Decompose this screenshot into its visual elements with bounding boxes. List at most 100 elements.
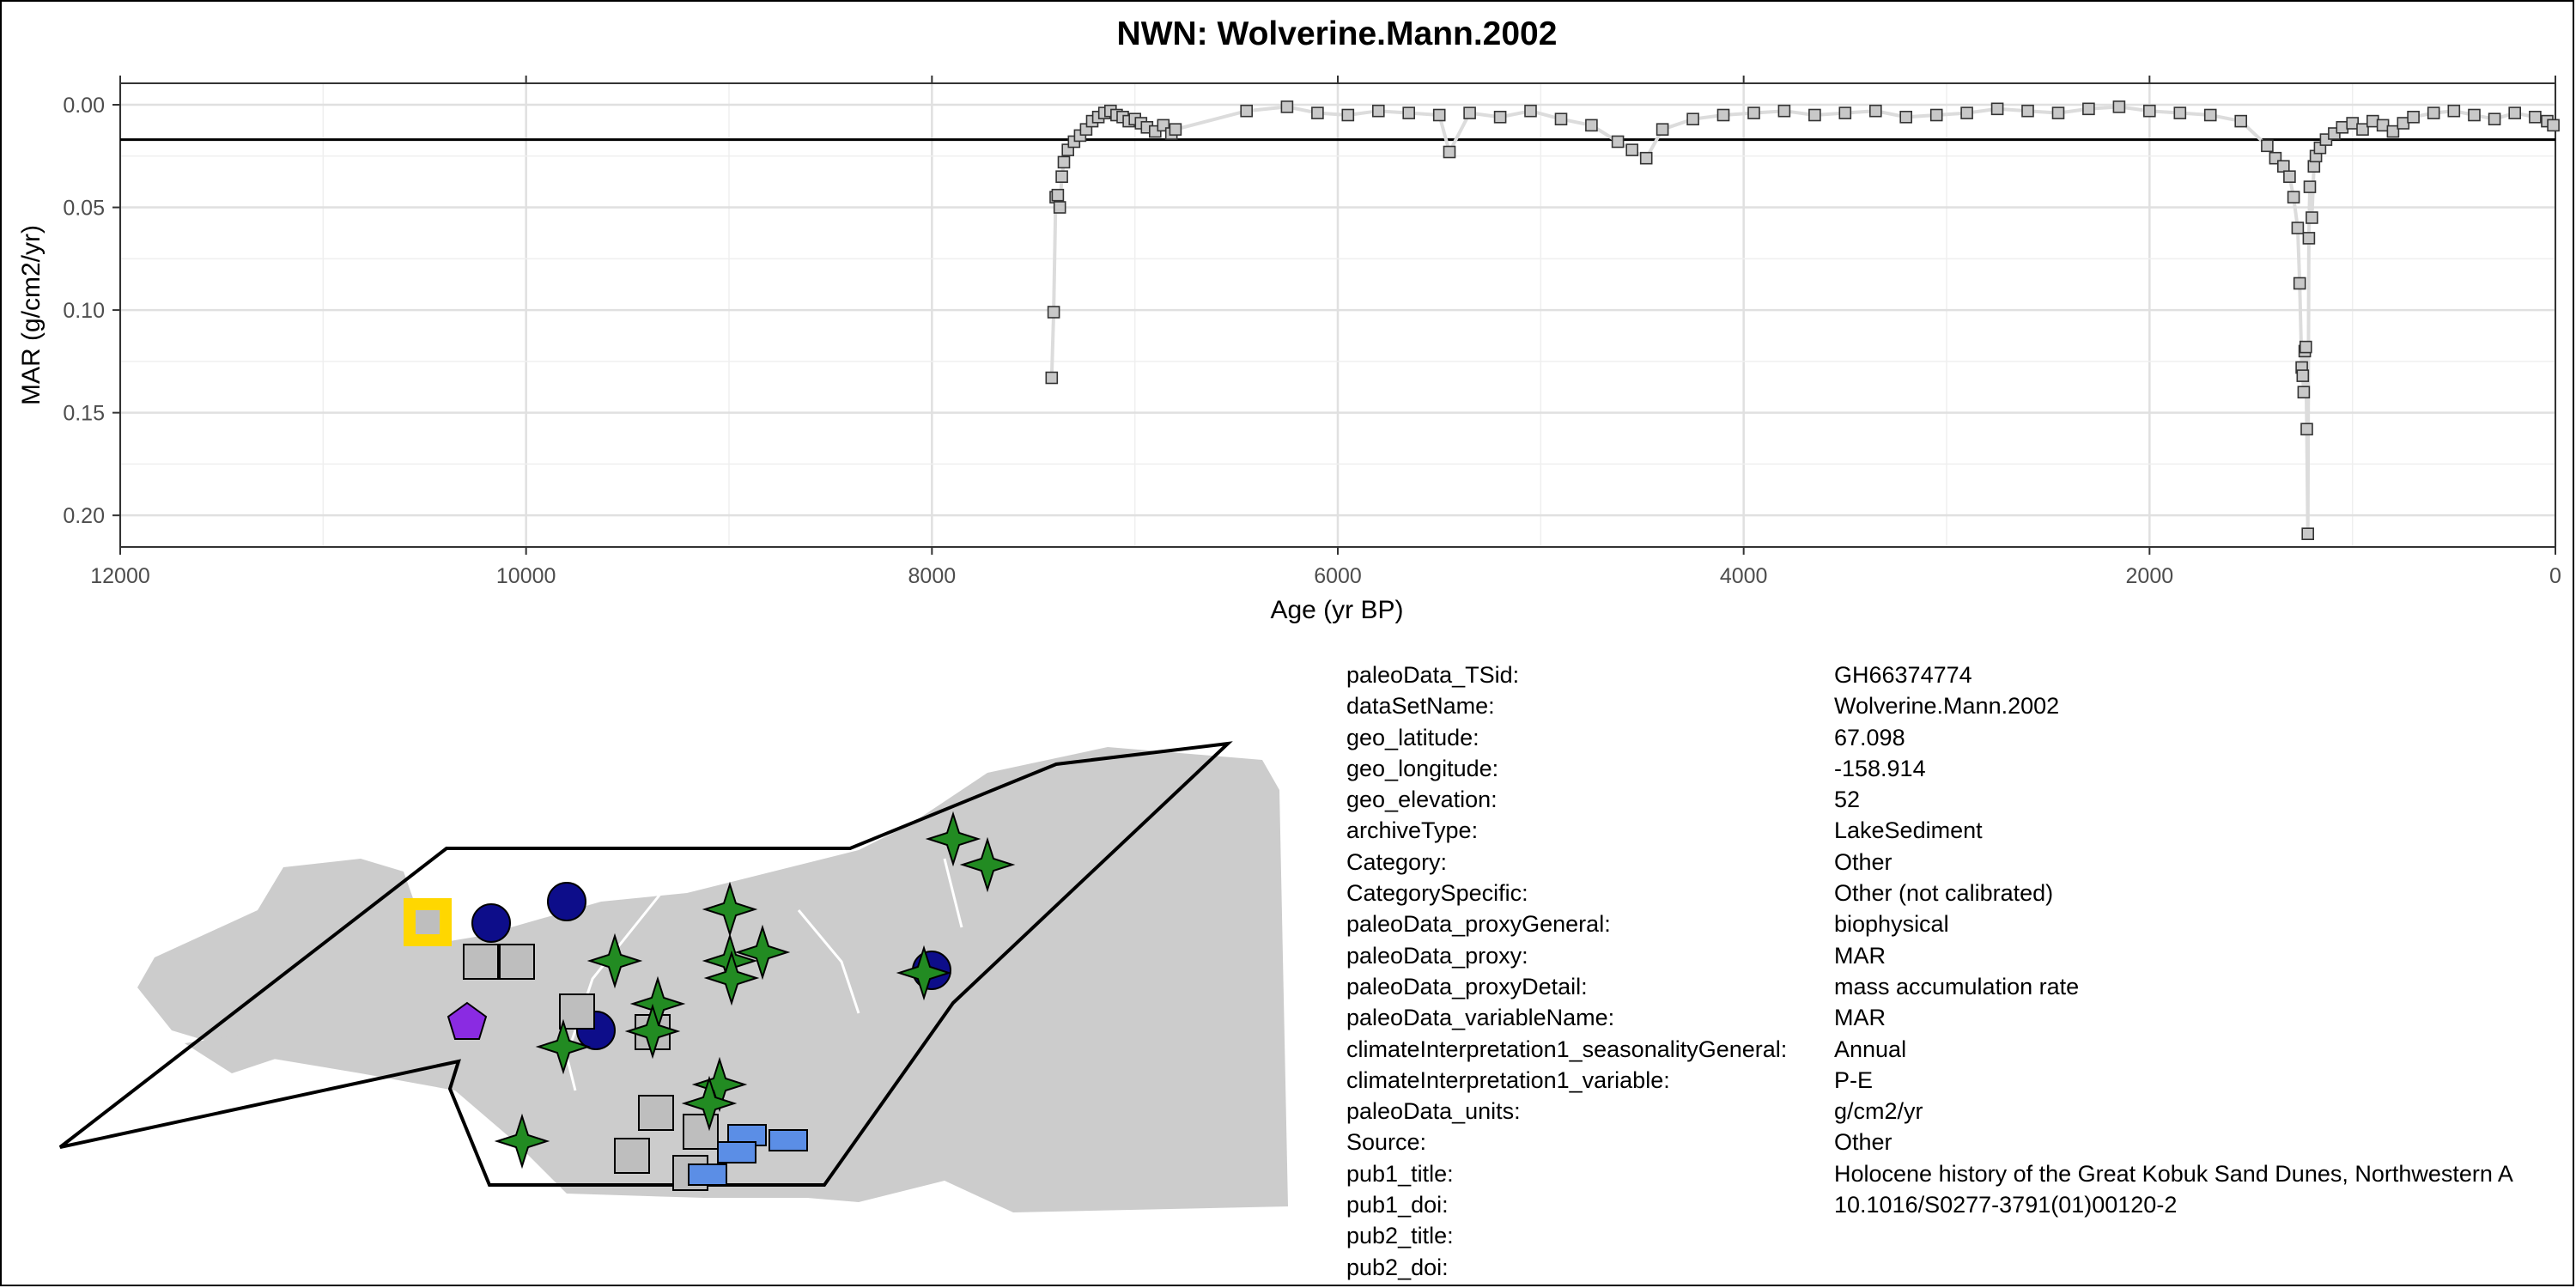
metadata-value: GH66374774 (1834, 662, 1972, 688)
data-point (1611, 135, 1625, 149)
data-point (2447, 104, 2461, 118)
y-tick-label: 0.05 (63, 197, 105, 221)
metadata-key: pub2_title: (1346, 1223, 1454, 1249)
data-point (2234, 114, 2247, 128)
data-point (2143, 104, 2156, 118)
site-map (58, 741, 1288, 1212)
metadata-key: geo_longitude: (1346, 755, 1499, 781)
metadata-key: paleoData_proxy: (1346, 942, 1528, 969)
metadata-row: dataSetName: Wolverine.Mann.2002 (1346, 690, 2566, 721)
data-point (1625, 143, 1638, 156)
data-point (2203, 108, 2217, 122)
y-tick-label: 0.00 (63, 94, 105, 118)
metadata-value: Holocene history of the Great Kobuk Sand… (1834, 1160, 2513, 1187)
data-point (2051, 106, 2065, 119)
metadata-value: 52 (1834, 787, 1861, 813)
metadata-row: pub1_doi: 10.1016/S0277-3791(01)00120-2 (1346, 1189, 2566, 1220)
metadata-row: paleoData_TSid: GH66374774 (1346, 659, 2566, 690)
data-point (2261, 139, 2274, 153)
data-point (1341, 108, 1355, 122)
data-point (1240, 104, 1253, 118)
x-tick-label: 12000 (90, 564, 150, 588)
metadata-key: pub2_doi: (1346, 1254, 1449, 1280)
metadata-value: Wolverine.Mann.2002 (1834, 693, 2060, 720)
metadata-list: paleoData_TSid: GH66374774 dataSetName: Wol… (1346, 659, 2566, 1283)
data-point (1869, 104, 1882, 118)
data-points (1045, 100, 2560, 541)
data-point (2287, 191, 2300, 204)
data-point (2356, 123, 2369, 136)
data-point (1280, 100, 1294, 113)
metadata-key: Category: (1346, 848, 1448, 875)
data-point (2112, 100, 2126, 113)
data-point (1053, 201, 1066, 214)
data-point (1045, 371, 1059, 385)
metadata-key: CategorySpecific: (1346, 880, 1528, 907)
data-point (2488, 112, 2501, 125)
data-point (2296, 369, 2310, 382)
metadata-key: paleoData_TSid: (1346, 662, 1520, 688)
data-point (1639, 151, 1653, 165)
data-point (2547, 118, 2560, 132)
data-point (1808, 108, 1821, 122)
data-point (2300, 340, 2312, 354)
metadata-key: geo_latitude: (1346, 724, 1479, 750)
data-point (1899, 111, 1912, 124)
metadata-row: Source: Other (1346, 1127, 2566, 1157)
metadata-key: dataSetName: (1346, 693, 1495, 720)
metadata-key: climateInterpretation1_seasonalityGenera… (1346, 1036, 1788, 1062)
data-point (2386, 125, 2400, 138)
data-point (1057, 155, 1071, 169)
data-point (1047, 306, 1060, 319)
x-axis-label: Age (yr BP) (1270, 596, 1403, 624)
metadata-key: climateInterpretation1_variable: (1346, 1066, 1670, 1093)
metadata-value: Other (1834, 848, 1893, 875)
data-point (2277, 160, 2290, 173)
data-point (1716, 108, 1730, 122)
y-tick-label: 0.20 (63, 504, 105, 528)
metadata-key: geo_elevation: (1346, 787, 1498, 813)
data-point (2082, 102, 2095, 116)
data-point (2283, 170, 2296, 183)
metadata-row: Category: Other (1346, 847, 2566, 878)
data-point (2508, 106, 2521, 119)
x-tick-label: 6000 (1314, 564, 1362, 588)
metadata-row: climateInterpretation1_seasonalityGenera… (1346, 1034, 2566, 1065)
metadata-row: pub2_title: (1346, 1220, 2566, 1251)
series-line (1049, 105, 2555, 534)
x-tick-label: 8000 (908, 564, 957, 588)
metadata-value: 67.098 (1834, 724, 1905, 750)
metadata-value: Annual (1834, 1036, 1907, 1062)
metadata-value: MAR (1834, 1005, 1886, 1031)
data-point (1686, 112, 1699, 125)
data-point (2307, 160, 2321, 173)
metadata-row: paleoData_variableName: MAR (1346, 1002, 2566, 1033)
data-point (1432, 108, 1446, 122)
chart-title: NWN: Wolverine.Mann.2002 (1117, 15, 1558, 52)
metadata-key: paleoData_proxyGeneral: (1346, 911, 1611, 938)
metadata-value: Other (1834, 1129, 1893, 1156)
metadata-key: archiveType: (1346, 817, 1479, 844)
metadata-value: MAR (1834, 942, 1886, 969)
metadata-key: paleoData_variableName: (1346, 1005, 1615, 1031)
data-point (2303, 180, 2317, 193)
y-tick-label: 0.10 (63, 299, 105, 323)
metadata-row: pub1_title: Holocene history of the Great… (1346, 1158, 2566, 1189)
data-point (1990, 102, 2004, 116)
data-point (2297, 386, 2311, 399)
x-tick-label: 4000 (1720, 564, 1768, 588)
metadata-value: g/cm2/yr (1834, 1098, 1923, 1125)
data-point (2021, 104, 2034, 118)
metadata-row: archiveType: LakeSediment (1346, 815, 2566, 846)
metadata-key: pub1_title: (1346, 1160, 1454, 1187)
data-point (2301, 527, 2314, 541)
data-point (1169, 123, 1182, 136)
data-point (1493, 111, 1507, 124)
data-point (2529, 111, 2542, 124)
data-point (1051, 188, 1065, 202)
metadata-row: climateInterpretation1_variable: P-E (1346, 1065, 2566, 1096)
data-point (2407, 111, 2420, 124)
mar-time-series-chart: NWN: Wolverine.Mann.2002 12000 10000 8000 6… (17, 15, 2561, 624)
data-point (1372, 104, 1385, 118)
